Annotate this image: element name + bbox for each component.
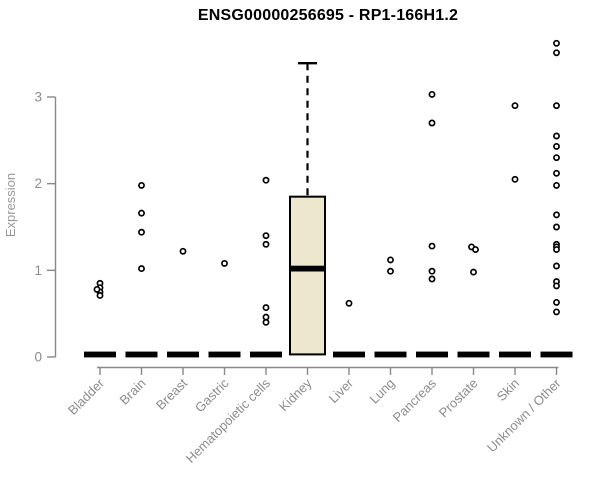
- outlier-point: [470, 268, 477, 276]
- outlier-point: [387, 256, 394, 264]
- outlier-point: [179, 247, 187, 255]
- outlier-point: [262, 240, 270, 248]
- outlier-point: [553, 181, 560, 189]
- outlier-point: [553, 132, 560, 140]
- zero-median-bar: [84, 351, 116, 358]
- outlier-point: [553, 142, 560, 150]
- outlier-point: [345, 299, 353, 307]
- x-tick-label: Kidney: [276, 375, 315, 414]
- boxplot-group-breast: [167, 247, 199, 358]
- outlier-point: [553, 39, 560, 47]
- y-tick-label: 0: [34, 350, 42, 365]
- boxplot-group-lung: [374, 256, 407, 358]
- boxplot-group-gastric: [208, 259, 241, 358]
- outlier-point: [138, 265, 145, 273]
- outlier-point: [553, 223, 560, 231]
- outlier-point: [553, 211, 560, 219]
- chart-title: ENSG00000256695 - RP1-166H1.2: [197, 7, 459, 24]
- boxplot-group-hematopoietic-cells: [250, 176, 282, 358]
- outlier-point: [511, 102, 519, 110]
- boxplot-group-liver: [333, 299, 365, 358]
- outlier-point: [553, 49, 560, 57]
- boxplot-group-skin: [499, 102, 531, 358]
- outlier-point: [428, 267, 436, 275]
- y-tick-label: 2: [34, 176, 42, 191]
- x-tick-label: Unknown / Other: [484, 375, 564, 455]
- y-tick-label: 1: [34, 263, 42, 278]
- x-tick-label: Skin: [494, 376, 522, 404]
- outlier-point: [262, 176, 270, 184]
- outlier-point: [472, 246, 479, 253]
- outlier-point: [221, 259, 228, 267]
- outlier-point: [553, 308, 560, 316]
- x-tick-label: Gastric: [192, 375, 232, 415]
- x-tick-label: Prostate: [436, 376, 481, 421]
- boxplot-group-brain: [125, 181, 158, 358]
- x-tick-label: Bladder: [65, 375, 108, 418]
- outlier-point: [387, 267, 394, 275]
- iqr-box: [289, 195, 326, 356]
- x-tick-label: Brain: [117, 376, 149, 408]
- zero-median-bar: [457, 351, 490, 358]
- x-tick-label: Breast: [153, 375, 190, 412]
- boxplot-group-kidney: [289, 62, 326, 356]
- zero-median-bar: [374, 351, 407, 358]
- zero-median-bar: [167, 351, 199, 358]
- outlier-point: [262, 304, 270, 312]
- zero-median-bar: [208, 351, 241, 358]
- outlier-point: [262, 318, 270, 326]
- boxplot-group-bladder: [84, 279, 116, 358]
- zero-median-bar: [250, 351, 282, 358]
- outlier-point: [511, 175, 519, 183]
- x-tick-label: Pancreas: [390, 375, 440, 425]
- y-tick-label: 3: [34, 90, 42, 105]
- outlier-point: [428, 275, 436, 283]
- zero-median-bar: [499, 351, 531, 358]
- zero-median-bar: [540, 351, 573, 358]
- zero-median-bar: [416, 351, 448, 358]
- outlier-point: [553, 154, 560, 162]
- outlier-point: [553, 282, 560, 290]
- outlier-point: [428, 242, 436, 250]
- outlier-point: [138, 228, 145, 236]
- x-tick-label: Liver: [326, 375, 357, 406]
- outlier-point: [428, 90, 436, 98]
- outlier-point: [138, 181, 145, 189]
- outlier-point: [553, 298, 560, 306]
- boxplot-group-unknown-other: [540, 39, 573, 358]
- outlier-point: [93, 285, 101, 293]
- outlier-point: [96, 292, 104, 299]
- outlier-point: [553, 169, 560, 177]
- outlier-point: [553, 262, 560, 270]
- boxplot-group-prostate: [457, 243, 490, 358]
- median-line: [290, 265, 325, 272]
- outlier-point: [428, 119, 436, 127]
- outlier-point: [553, 102, 560, 110]
- boxplot-group-pancreas: [416, 90, 448, 358]
- zero-median-bar: [125, 351, 158, 358]
- outlier-point: [262, 232, 270, 240]
- x-tick-label: Lung: [367, 376, 398, 407]
- outlier-point: [138, 209, 145, 217]
- outlier-point: [553, 246, 560, 253]
- zero-median-bar: [333, 351, 365, 358]
